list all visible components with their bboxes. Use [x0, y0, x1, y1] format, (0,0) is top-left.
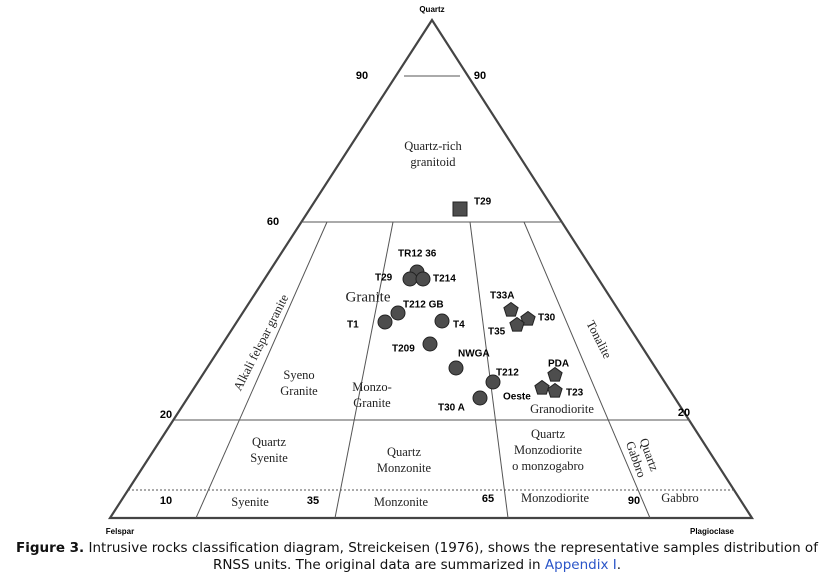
- vertex-label: Felspar: [106, 527, 134, 536]
- sample-point: [422, 336, 438, 352]
- field-label: Granite: [280, 384, 318, 398]
- sample-label: Oeste: [503, 392, 531, 403]
- vertex-label: Plagioclase: [690, 527, 735, 536]
- sample-label: T209: [392, 344, 415, 355]
- divider-65: [469, 221, 509, 519]
- field-label: Tonalite: [584, 318, 615, 361]
- field-label: Syenite: [250, 451, 288, 465]
- sample-point: [377, 314, 393, 330]
- sample-label: T35: [488, 327, 506, 338]
- tick-label: 90: [628, 495, 640, 507]
- field-label: Quartz: [252, 435, 286, 449]
- sample-point: [547, 366, 563, 382]
- caption-end: .: [616, 557, 622, 573]
- sample-label: T1: [347, 320, 359, 331]
- sample-label: T30: [538, 313, 556, 324]
- caption-text: Intrusive rocks classification diagram, …: [84, 540, 818, 573]
- sample-point: [547, 382, 563, 398]
- sample-point: [534, 379, 550, 395]
- tick-label: 20: [678, 407, 690, 419]
- sample-label: T23: [566, 388, 584, 399]
- sample-label: T212: [496, 368, 519, 379]
- field-label: Granite: [346, 289, 391, 305]
- sample-label: T29: [375, 273, 393, 284]
- field-label: Syeno: [283, 368, 314, 382]
- sample-label: T29: [474, 197, 492, 208]
- sample-point: [520, 310, 536, 326]
- vertex-label: Quartz: [419, 5, 444, 14]
- tick-label: 20: [160, 409, 172, 421]
- field-label: Syenite: [231, 495, 269, 509]
- diagram: Quartz Felspar Plagioclase 90 90 60 20 2…: [106, 5, 755, 536]
- sample-point: [509, 316, 525, 332]
- sample-label: T214: [433, 274, 456, 285]
- sample-point: [485, 374, 501, 390]
- sample-point: [402, 271, 418, 287]
- sample-point: [390, 305, 406, 321]
- tick-label: 60: [267, 216, 279, 228]
- sample-point: [472, 390, 488, 406]
- field-label: Quartz: [531, 427, 565, 441]
- sample-point: [452, 201, 468, 217]
- field-label: Monzo-: [352, 380, 392, 394]
- sample-label: T212 GB: [403, 300, 444, 311]
- caption-label: Figure 3.: [16, 540, 85, 556]
- tick-label: 90: [474, 70, 486, 82]
- sample-label: T4: [453, 320, 465, 331]
- field-label: Granodiorite: [530, 402, 594, 416]
- tick-label: 35: [307, 495, 319, 507]
- divider-35: [334, 221, 394, 519]
- sample-point: [415, 271, 431, 287]
- sample-point: [503, 301, 519, 317]
- sample-label: T30 A: [438, 403, 465, 414]
- caption-link[interactable]: Appendix I: [544, 557, 617, 573]
- field-label: Monzodiorite: [521, 491, 589, 505]
- divider-10: [195, 221, 328, 519]
- caption: Figure 3. Intrusive rocks classification…: [0, 540, 834, 574]
- tick-label: 90: [356, 70, 368, 82]
- field-label: Quartz: [387, 445, 421, 459]
- tick-label: 65: [482, 493, 494, 505]
- field-label: Granite: [353, 396, 391, 410]
- triangle: [107, 17, 755, 520]
- sample-label: TR12 36: [398, 249, 437, 260]
- field-label: Monzonite: [374, 495, 429, 509]
- sample-label: PDA: [548, 359, 569, 370]
- sample-point: [448, 360, 464, 376]
- tick-label: 10: [160, 495, 172, 507]
- sample-point: [434, 313, 450, 329]
- field-label: Gabbro: [661, 491, 699, 505]
- field-label: Monzodiorite: [514, 443, 582, 457]
- sample-label: NWGA: [458, 349, 490, 360]
- field-label: Quartz-rich: [404, 139, 462, 153]
- frame: [107, 17, 755, 520]
- divider-90: [523, 221, 651, 519]
- field-label: o monzogabro: [512, 459, 584, 473]
- field-label: Monzonite: [377, 461, 432, 475]
- sample-label: T33A: [490, 291, 514, 302]
- field-label: granitoid: [410, 155, 456, 169]
